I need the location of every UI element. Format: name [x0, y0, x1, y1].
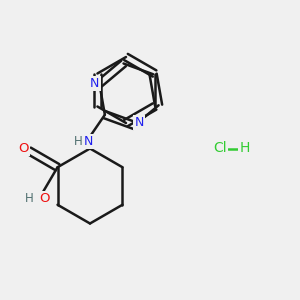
- Text: O: O: [39, 192, 49, 205]
- Text: N: N: [90, 77, 100, 90]
- Text: Cl: Cl: [214, 142, 227, 155]
- Text: H: H: [239, 142, 250, 155]
- Text: N: N: [84, 135, 93, 148]
- Text: N: N: [134, 116, 144, 129]
- Text: O: O: [18, 142, 29, 155]
- Text: H: H: [74, 135, 82, 148]
- Text: H: H: [25, 192, 33, 205]
